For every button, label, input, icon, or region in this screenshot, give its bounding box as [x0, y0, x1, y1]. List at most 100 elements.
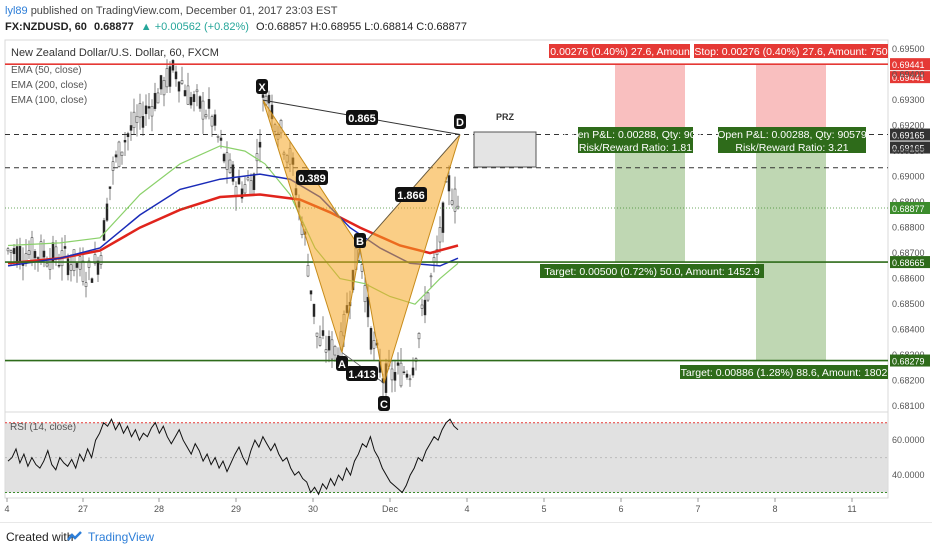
price-tick: 0.69400	[892, 70, 925, 80]
point-b-label-bg	[354, 233, 366, 248]
price-tag-0.68665	[890, 256, 930, 269]
price-tag-text: 0.69441	[892, 60, 925, 70]
candle-body	[33, 251, 37, 259]
candle-body	[66, 258, 70, 276]
candle-body	[63, 246, 67, 249]
price-tag-0.69165	[890, 128, 930, 141]
target-label-1-bg[interactable]	[540, 264, 764, 278]
candle-body	[111, 161, 115, 171]
candle-body	[315, 332, 319, 337]
candle-body	[372, 340, 376, 349]
candle-body	[252, 173, 256, 190]
candle-body	[405, 373, 409, 378]
candle-body	[162, 80, 166, 96]
candle-body	[123, 139, 127, 143]
candle-body	[420, 304, 424, 309]
tradingview-logo-icon[interactable]	[66, 531, 84, 543]
candle-body	[267, 94, 271, 104]
candle-body	[99, 255, 103, 265]
stop-zone	[615, 64, 685, 135]
prz-box[interactable]	[473, 131, 537, 168]
x-tick-label: 6	[618, 504, 623, 514]
price-tick: 0.69300	[892, 95, 925, 105]
price-tick: 0.68100	[892, 401, 925, 411]
indicator-ema200[interactable]: EMA (200, close)	[11, 80, 87, 91]
x-tick-label: 7	[695, 504, 700, 514]
candle-body	[138, 103, 142, 118]
candle-body	[438, 227, 442, 243]
candle-body	[27, 250, 31, 255]
point-x-label: X	[258, 82, 266, 94]
x-tick-label: 29	[231, 504, 241, 514]
candle-body	[312, 303, 316, 317]
candle-body	[390, 368, 394, 381]
target-zone	[615, 134, 685, 263]
candle-body	[186, 85, 190, 105]
rsi-label[interactable]: RSI (14, close)	[10, 422, 76, 433]
prz-label: PRZ	[496, 112, 515, 122]
price-tick: 0.69500	[892, 44, 925, 54]
candle-body	[261, 94, 265, 98]
publish-line: lyl89 published on TradingView.com, Dece…	[5, 5, 337, 17]
candle-body	[9, 250, 13, 253]
candle-body	[174, 71, 178, 80]
price-tick: 0.68600	[892, 274, 925, 284]
footer: Created with TradingView	[0, 522, 932, 551]
indicator-ema50[interactable]: EMA (50, close)	[11, 65, 82, 76]
target-zone	[756, 134, 826, 361]
candle-body	[396, 362, 400, 366]
candle-body	[96, 260, 100, 275]
candle-body	[249, 180, 253, 196]
chart-header: lyl89 published on TradingView.com, Dece…	[0, 0, 932, 38]
pnl-label-2-bg[interactable]	[718, 127, 866, 153]
target-label-2-text-0: Target: 0.00886 (1.28%) 88.6, Amount: 18…	[681, 367, 888, 379]
candle-body	[309, 290, 313, 295]
price-tick: 0.68200	[892, 376, 925, 386]
price-tag-text: 0.68665	[892, 258, 925, 268]
candle-body	[417, 333, 421, 340]
price-tag-0.68877	[890, 201, 930, 214]
candle-body	[147, 106, 151, 109]
price-tag-0.69441	[890, 58, 930, 71]
candle-body	[36, 257, 40, 259]
candle-body	[120, 151, 124, 156]
candle-body	[318, 336, 322, 346]
candle-body	[81, 260, 85, 282]
stop-label-1-bg[interactable]	[549, 44, 690, 58]
candle-body	[105, 203, 109, 221]
point-a-label-bg	[336, 356, 348, 371]
tradingview-brand[interactable]: TradingView	[88, 530, 155, 544]
price-tag-text: 0.68279	[892, 357, 925, 367]
ratio-ac-bg	[346, 366, 378, 381]
ratio-bd: 1.866	[397, 190, 425, 202]
candle-body	[399, 362, 403, 387]
author-link[interactable]: lyl89	[5, 5, 28, 17]
candle-body	[12, 248, 16, 255]
point-b-label: B	[356, 236, 364, 248]
candle-body	[57, 264, 61, 267]
x-tick-label: 30	[308, 504, 318, 514]
target-label-2-bg[interactable]	[680, 365, 888, 379]
candle-body	[411, 367, 415, 376]
stop-label-2-bg[interactable]	[694, 44, 888, 58]
x-tick-label: 27	[78, 504, 88, 514]
candle-body	[228, 159, 232, 173]
ratio-bd-bg	[395, 187, 427, 202]
ratio-xd: 0.865	[348, 113, 376, 125]
symbol-label[interactable]: FX:NZDUSD, 60	[5, 21, 87, 33]
published-text: published on TradingView.com, December 0…	[30, 5, 338, 17]
ratio-xb-bg	[296, 170, 328, 185]
candle-body	[393, 371, 397, 381]
last-price: 0.68877	[93, 21, 134, 33]
indicator-ema100[interactable]: EMA (100, close)	[11, 95, 87, 106]
candle-body	[72, 249, 76, 272]
target-label-1-text-0: Target: 0.00500 (0.72%) 50.0, Amount: 14…	[544, 266, 760, 278]
price-tag-0.68279	[890, 354, 930, 367]
stop-label-1-text-0: Stop: 0.00276 (0.40%) 27.6, Amount: 750	[523, 46, 716, 58]
chart-title: New Zealand Dollar/U.S. Dollar, 60, FXCM	[11, 47, 219, 59]
pnl-label-1-bg[interactable]	[578, 127, 693, 153]
pnl-label-1-text-0: Open P&L: 0.00288, Qty: 9057	[564, 129, 708, 141]
point-c-label: C	[380, 399, 388, 411]
point-x-label-bg	[256, 79, 268, 94]
